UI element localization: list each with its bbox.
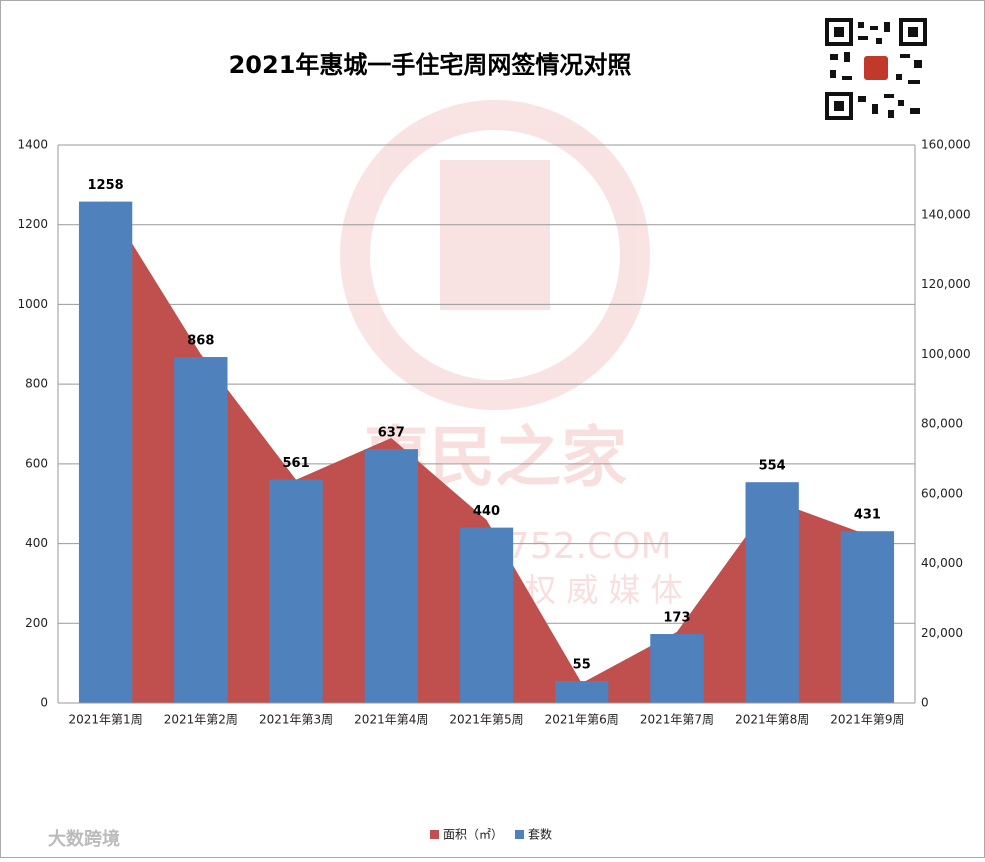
data-label: 868: [187, 334, 214, 349]
bar: [78, 201, 133, 703]
x-tick-label: 2021年第8周: [735, 713, 809, 727]
y-tick-label: 800: [25, 377, 48, 391]
bar: [269, 479, 323, 703]
x-tick-label: 2021年第2周: [164, 713, 238, 727]
y2-tick-label: 20,000: [921, 626, 963, 640]
data-label: 637: [378, 426, 405, 441]
legend-swatch: [430, 830, 439, 839]
y-tick-label: 400: [25, 536, 48, 550]
chart-title: 2021年惠城一手住宅周网签情况对照: [229, 51, 632, 79]
y-tick-label: 1200: [17, 217, 48, 231]
bar: [364, 449, 418, 703]
bar: [650, 634, 704, 703]
data-label: 554: [759, 459, 786, 474]
qr-code: [825, 18, 927, 120]
legend-label: 套数: [528, 827, 552, 842]
y-tick-label: 0: [40, 696, 48, 710]
x-tick-label: 2021年第4周: [354, 713, 428, 727]
data-label: 55: [573, 658, 591, 673]
watermark: [340, 100, 650, 410]
data-label: 173: [663, 611, 690, 626]
y2-tick-label: 60,000: [921, 486, 963, 500]
x-tick-label: 2021年第9周: [830, 713, 904, 727]
bar: [745, 482, 799, 703]
bar: [840, 531, 895, 703]
y-tick-label: 600: [25, 456, 48, 470]
data-label: 1258: [88, 178, 124, 193]
legend-label: 面积（㎡）: [443, 828, 503, 842]
y2-tick-label: 0: [921, 696, 929, 710]
data-label: 431: [854, 508, 881, 523]
y-tick-label: 1000: [17, 297, 48, 311]
legend-swatch: [515, 830, 525, 839]
y2-tick-label: 100,000: [921, 347, 971, 361]
credit: 大数跨境: [48, 828, 120, 850]
data-label: 440: [473, 504, 500, 519]
x-tick-label: 2021年第1周: [69, 713, 143, 727]
data-label: 561: [282, 456, 309, 471]
x-tick-label: 2021年第6周: [545, 713, 619, 727]
y2-tick-label: 160,000: [921, 138, 971, 152]
y2-tick-label: 120,000: [921, 277, 971, 291]
y-tick-label: 200: [25, 616, 48, 630]
y2-tick-label: 140,000: [921, 207, 971, 221]
y2-tick-label: 40,000: [921, 556, 963, 570]
x-tick-label: 2021年第7周: [640, 713, 714, 727]
y-tick-label: 1400: [17, 138, 48, 152]
x-tick-label: 2021年第5周: [449, 713, 523, 727]
y2-tick-label: 80,000: [921, 417, 963, 431]
bar: [174, 357, 228, 703]
bar: [459, 527, 514, 703]
bar: [555, 681, 609, 703]
x-tick-label: 2021年第3周: [259, 713, 333, 727]
